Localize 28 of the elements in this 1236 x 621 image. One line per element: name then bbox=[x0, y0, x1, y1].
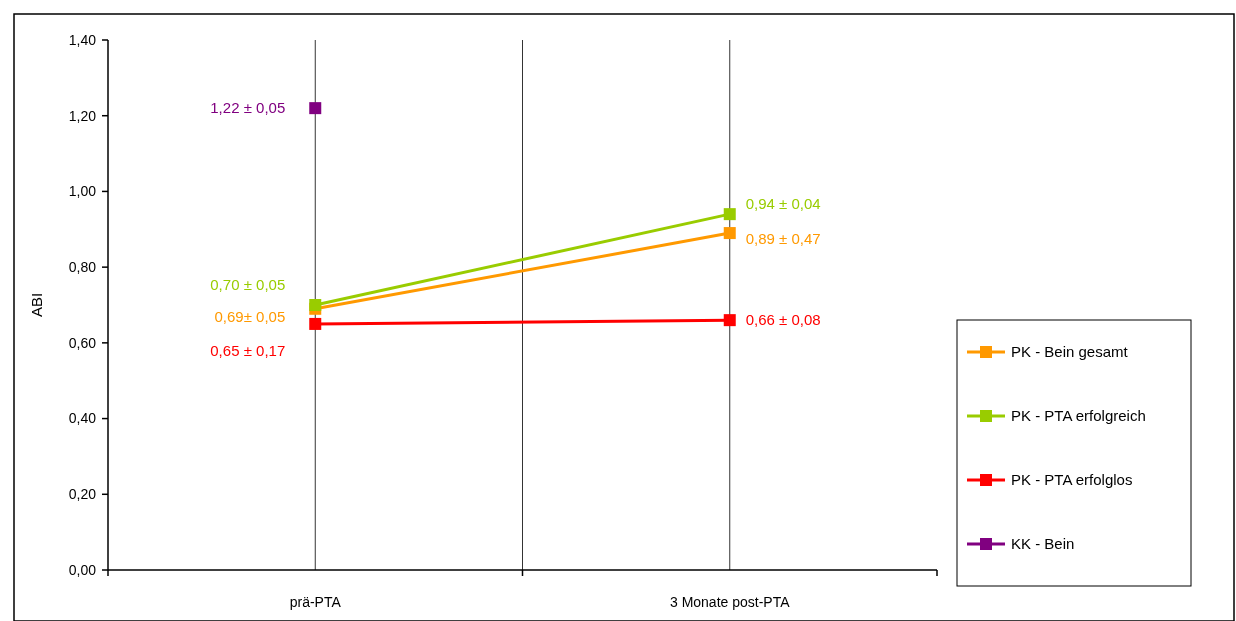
data-label: 0,66 ± 0,08 bbox=[745, 311, 821, 329]
y-tick-label: 0,60 bbox=[68, 334, 97, 351]
data-label: 0,94 ± 0,04 bbox=[745, 195, 821, 213]
data-label: 0,65 ± 0,17 bbox=[210, 342, 286, 360]
data-label: 1,22 ± 0,05 bbox=[210, 99, 286, 117]
data-label: 0,69± 0,05 bbox=[214, 308, 286, 326]
point bbox=[723, 208, 736, 221]
data-label: 0,70 ± 0,05 bbox=[210, 276, 286, 294]
y-tick-label: 1,00 bbox=[68, 183, 97, 200]
point bbox=[309, 102, 322, 115]
y-tick-label: 1,20 bbox=[68, 107, 97, 124]
point bbox=[309, 299, 322, 311]
y-tick-label: 1,40 bbox=[68, 31, 97, 48]
point bbox=[723, 227, 736, 240]
legend-label: PK - PTA erfolglos bbox=[1011, 471, 1133, 489]
legend-label: PK - PTA erfolgreich bbox=[1011, 407, 1146, 425]
legend-label: KK - Bein bbox=[1011, 535, 1075, 553]
y-tick-label: 0,80 bbox=[68, 259, 97, 276]
y-tick-label: 0,20 bbox=[68, 486, 97, 503]
y-axis-title: ABI bbox=[28, 292, 45, 318]
point bbox=[723, 314, 736, 327]
x-tick-label: prä-PTA bbox=[289, 594, 342, 610]
x-tick-label: 3 Monate post-PTA bbox=[669, 594, 791, 610]
data-label: 0,89 ± 0,47 bbox=[745, 230, 821, 248]
y-tick-label: 0,40 bbox=[68, 410, 97, 427]
point bbox=[309, 317, 322, 330]
y-tick-label: 0,00 bbox=[68, 561, 97, 578]
legend-label: PK - Bein gesamt bbox=[1011, 343, 1129, 361]
